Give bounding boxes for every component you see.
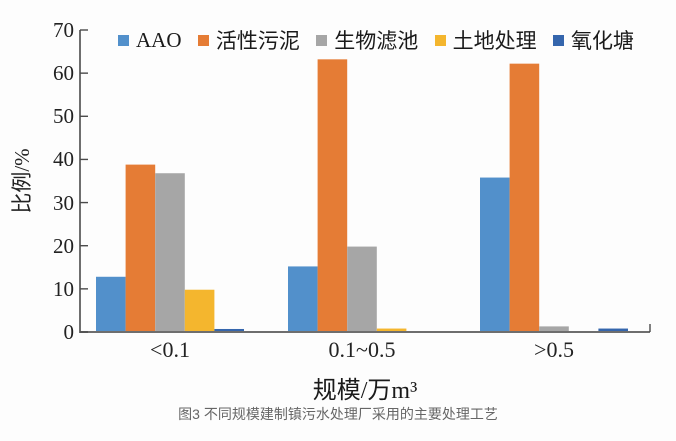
bar-AAO->0.5 (480, 177, 510, 332)
legend-swatch-icon (434, 34, 446, 46)
x-axis-title: 规模/万m³ (312, 378, 418, 404)
legend-label: 氧化塘 (571, 29, 634, 53)
bar-生物滤池-0.1~0.5 (347, 246, 377, 332)
y-tick-label: 30 (53, 190, 74, 215)
bar-生物滤池-<0.1 (155, 173, 185, 332)
y-tick-label: 60 (53, 61, 74, 86)
bar-活性污泥->0.5 (509, 63, 540, 332)
chart-legend: AAO 活性污泥 生物滤池 土地处理 氧化塘 (118, 26, 634, 54)
bar-氧化塘->0.5 (598, 328, 628, 332)
bar-土地处理-0.1~0.5 (376, 328, 407, 332)
legend-swatch-icon (316, 34, 328, 46)
y-tick-label: 70 (53, 18, 74, 42)
legend-item-activated-sludge: 活性污泥 (197, 25, 300, 55)
y-axis-title: 比例/% (10, 148, 34, 214)
legend-item-oxidation-pond: 氧化塘 (553, 25, 634, 55)
bar-生物滤池->0.5 (539, 326, 569, 332)
legend-label: 土地处理 (452, 29, 537, 53)
legend-item-aao: AAO (118, 28, 182, 53)
y-tick-label: 50 (53, 104, 74, 129)
bar-氧化塘-<0.1 (214, 328, 244, 332)
legend-swatch-icon (197, 34, 209, 46)
legend-item-land-treatment: 土地处理 (434, 25, 537, 55)
bar-土地处理-<0.1 (184, 289, 215, 332)
x-tick-label: <0.1 (150, 337, 190, 362)
bar-AAO-<0.1 (96, 276, 126, 332)
y-tick-label: 0 (63, 320, 75, 344)
bar-活性污泥-<0.1 (125, 164, 156, 332)
legend-label: 活性污泥 (215, 29, 300, 53)
legend-item-biofilter: 生物滤池 (316, 25, 418, 55)
legend-swatch-icon (553, 34, 564, 46)
legend-label: 生物滤池 (334, 29, 419, 53)
legend-swatch-icon (118, 34, 129, 46)
bar-AAO-0.1~0.5 (288, 266, 318, 332)
legend-label: AAO (136, 27, 182, 52)
x-tick-label: >0.5 (534, 337, 574, 362)
bar-活性污泥-0.1~0.5 (317, 59, 348, 332)
y-tick-label: 20 (53, 233, 74, 258)
y-tick-label: 40 (53, 147, 74, 172)
x-tick-label: 0.1~0.5 (328, 337, 396, 362)
figure-caption: 图3 不同规模建制镇污水处理厂采用的主要处理工艺 (178, 406, 498, 422)
y-tick-label: 10 (53, 276, 74, 301)
